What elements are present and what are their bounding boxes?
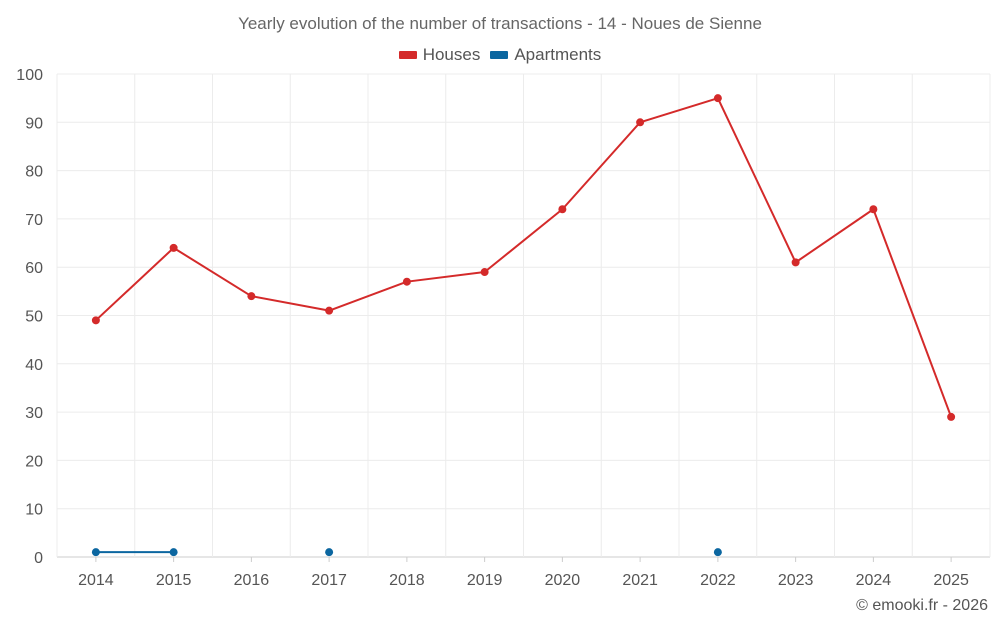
x-tick-label: 2025: [933, 572, 969, 589]
data-point-houses-2014[interactable]: [91, 316, 100, 325]
x-tick-label: 2020: [545, 572, 581, 589]
chart-legend: Houses Apartments: [0, 45, 1000, 65]
y-tick-label: 50: [25, 309, 43, 326]
y-axis: 0 10 20 30 40 50 60 70 80 90 100: [16, 67, 43, 567]
data-point-houses-2018[interactable]: [402, 277, 411, 286]
y-tick-label: 70: [25, 212, 43, 229]
x-tick-label: 2018: [389, 572, 425, 589]
data-point-houses-2024[interactable]: [869, 205, 878, 214]
y-tick-label: 100: [16, 67, 43, 84]
y-tick-label: 80: [25, 164, 43, 181]
y-tick-label: 90: [25, 115, 43, 132]
y-tick-label: 30: [25, 405, 43, 422]
x-tick-label: 2021: [622, 572, 658, 589]
y-tick-label: 10: [25, 502, 43, 519]
data-point-houses-2021[interactable]: [636, 118, 645, 127]
x-tick-label: 2016: [234, 572, 270, 589]
legend-item-houses[interactable]: Houses: [398, 45, 481, 65]
x-tick-label: 2019: [467, 572, 503, 589]
legend-label-houses: Houses: [422, 45, 481, 64]
data-point-houses-2022[interactable]: [713, 94, 722, 103]
series-houses: [91, 94, 956, 421]
x-tick-label: 2022: [700, 572, 736, 589]
y-tick-label: 40: [25, 357, 43, 374]
x-tick-label: 2014: [78, 572, 114, 589]
data-point-apartments-2022[interactable]: [713, 548, 722, 557]
y-tick-label: 20: [25, 453, 43, 470]
x-tick-label: 2015: [156, 572, 192, 589]
data-point-apartments-2015[interactable]: [169, 548, 178, 557]
y-tick-label: 60: [25, 260, 43, 277]
data-point-houses-2020[interactable]: [558, 205, 567, 214]
data-point-apartments-2017[interactable]: [325, 548, 334, 557]
data-point-apartments-2014[interactable]: [91, 548, 100, 557]
chart-grid: [56, 73, 991, 558]
data-point-houses-2023[interactable]: [791, 258, 800, 267]
x-tick-label: 2024: [856, 572, 892, 589]
chart-series: [91, 94, 956, 557]
data-point-houses-2016[interactable]: [247, 292, 256, 301]
x-axis: 2014 2015 2016 2017 2018 2019 2020 2021 2022 2023…: [78, 557, 969, 589]
x-tick-label: 2023: [778, 572, 814, 589]
chart-credit: © emooki.fr - 2026: [856, 597, 988, 614]
series-apartments: [91, 548, 722, 557]
data-point-houses-2015[interactable]: [169, 243, 178, 252]
data-point-houses-2025[interactable]: [947, 412, 956, 421]
chart-title: Yearly evolution of the number of transa…: [238, 14, 762, 33]
legend-swatch-apartments: [490, 51, 509, 59]
legend-swatch-houses: [398, 51, 417, 59]
data-point-houses-2019[interactable]: [480, 268, 489, 277]
legend-label-apartments: Apartments: [514, 45, 602, 64]
legend-item-apartments[interactable]: Apartments: [490, 45, 601, 65]
x-tick-label: 2017: [311, 572, 347, 589]
series-line-houses: [95, 97, 953, 418]
y-tick-label: 0: [34, 550, 43, 567]
data-point-houses-2017[interactable]: [325, 306, 334, 315]
